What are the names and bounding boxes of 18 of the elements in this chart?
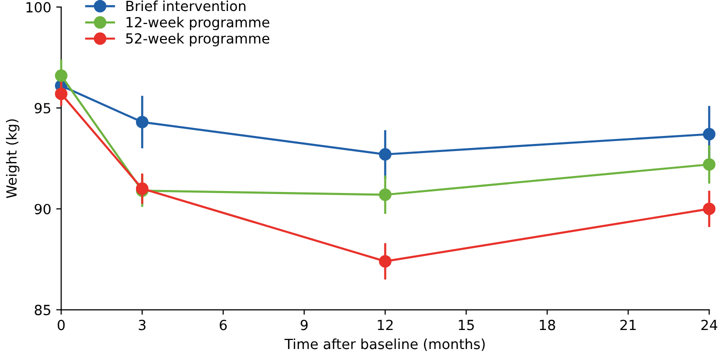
x-tick-label: 6 xyxy=(220,320,227,330)
x-axis-title: Time after baseline (months) xyxy=(284,338,485,351)
x-tick-label: 21 xyxy=(620,320,636,330)
x-tick-label: 12 xyxy=(378,320,393,330)
x-tick-label: 0 xyxy=(58,320,65,330)
legend-label: Brief intervention xyxy=(126,0,246,12)
y-axis-title: Weight (kg) xyxy=(6,119,20,198)
legend-label: 12-week programme xyxy=(126,16,270,30)
y-tick-label: 85 xyxy=(34,304,50,316)
y-tick-label: 90 xyxy=(34,204,51,214)
legend-label: 52-week programme xyxy=(126,32,270,46)
x-tick-label: 18 xyxy=(540,320,556,330)
x-tick-label: 15 xyxy=(458,320,474,330)
x-tick-label: 3 xyxy=(138,320,146,330)
y-tick-label: 95 xyxy=(34,102,50,114)
x-tick-label: 9 xyxy=(300,320,308,330)
x-tick-label: 24 xyxy=(701,320,718,330)
y-tick-label: 100 xyxy=(26,2,51,13)
